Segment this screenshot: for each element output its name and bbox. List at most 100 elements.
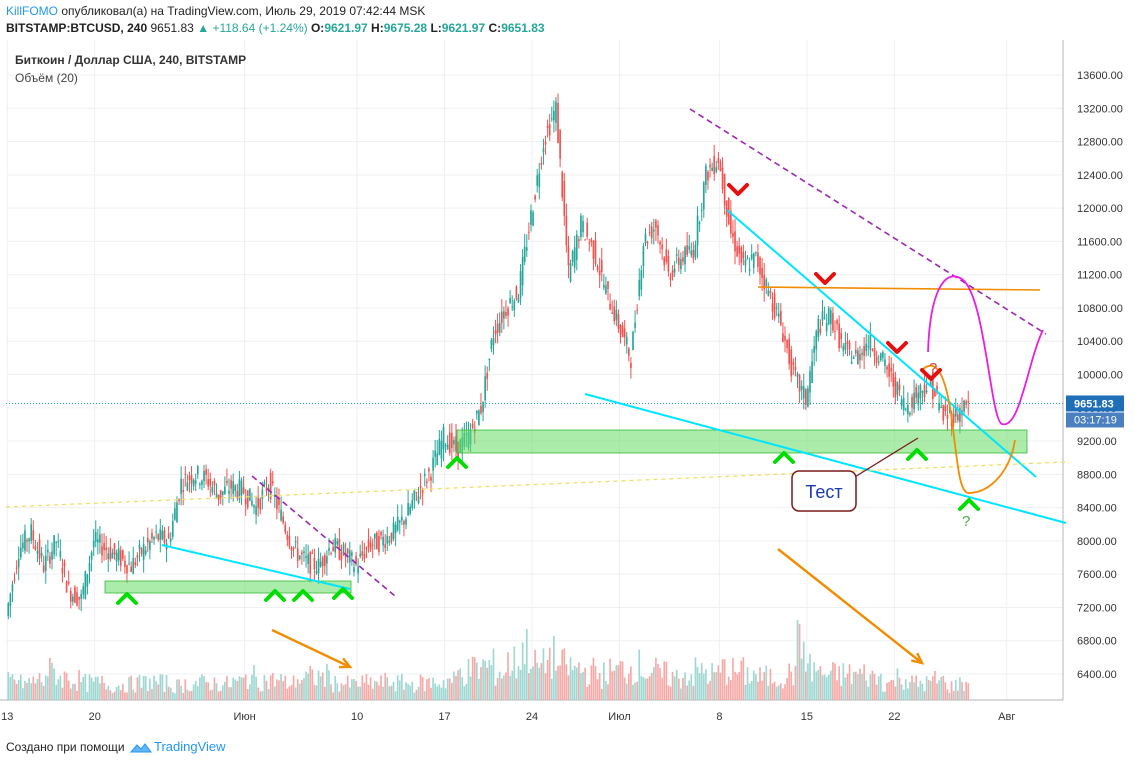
candle xyxy=(638,268,641,301)
candle xyxy=(190,465,193,493)
candle-body xyxy=(721,167,724,189)
volume-bar xyxy=(184,679,187,700)
trendline-cyan-3[interactable] xyxy=(726,209,1037,478)
candle-body xyxy=(207,479,210,487)
trendline-yellow[interactable] xyxy=(5,461,1067,508)
candle xyxy=(207,468,210,491)
candle xyxy=(661,237,663,260)
candle xyxy=(677,249,680,272)
candle xyxy=(217,494,220,506)
trendline-cyan-2[interactable] xyxy=(584,393,1067,524)
volume-bar xyxy=(846,673,849,700)
arrow-shaft xyxy=(777,548,923,664)
candle-body xyxy=(107,553,110,559)
trendline-cyan-1[interactable] xyxy=(161,544,351,590)
support-zone-mid[interactable] xyxy=(456,429,1028,454)
candle-body xyxy=(513,300,516,311)
candle xyxy=(730,200,732,239)
candle-body xyxy=(205,469,207,475)
author-link[interactable]: KillFOMO xyxy=(6,4,58,18)
candle xyxy=(409,503,412,516)
volume-bar xyxy=(686,685,688,700)
support-zone-low[interactable] xyxy=(104,580,352,594)
volume-bar xyxy=(909,682,911,700)
trendline-purple-2[interactable] xyxy=(689,108,1047,335)
trendline-purple-1[interactable] xyxy=(251,475,396,597)
price-chart[interactable]: Тест?? 6400.00 6800.00 7200.00 7600.00 8000.0… xyxy=(0,40,1137,730)
volume-bar xyxy=(294,687,297,700)
candle-body xyxy=(557,102,559,144)
candle-body xyxy=(153,537,155,540)
candle xyxy=(534,194,536,203)
candle xyxy=(663,255,666,271)
volume-bar xyxy=(823,674,826,700)
candle xyxy=(396,504,399,532)
candle xyxy=(515,285,518,301)
candle-body xyxy=(954,407,957,417)
candle xyxy=(348,541,351,576)
candle-body xyxy=(271,481,274,484)
candle xyxy=(315,560,318,575)
candle xyxy=(369,536,372,552)
volume-legend[interactable]: Объём (20) xyxy=(15,71,78,85)
volume-bar xyxy=(7,672,10,700)
candle xyxy=(365,546,368,559)
volume-bar xyxy=(488,660,491,700)
footer-brand[interactable]: TradingView xyxy=(153,739,226,754)
candle-body xyxy=(813,346,815,353)
volume-bar xyxy=(342,685,345,700)
price-tick-label: 12000.00 xyxy=(1077,203,1123,215)
candle-body xyxy=(736,246,738,257)
volume-bar xyxy=(405,682,407,700)
volume-bar xyxy=(734,671,736,700)
candle xyxy=(30,517,33,545)
question-mark-green: ? xyxy=(962,513,970,530)
candle xyxy=(682,250,684,266)
volume-bar xyxy=(355,680,357,700)
callout-box[interactable] xyxy=(791,470,857,512)
candle xyxy=(792,358,795,376)
candle xyxy=(199,482,201,490)
volume-bar xyxy=(134,692,137,700)
volume-bar xyxy=(411,681,414,700)
volume-bar xyxy=(544,673,547,700)
support-marker-icon xyxy=(332,587,354,600)
candle-body xyxy=(242,487,245,494)
candle xyxy=(811,348,813,384)
volume-bar xyxy=(844,677,847,700)
candle-body xyxy=(829,310,832,325)
volume-bar xyxy=(717,665,720,700)
resistance-line[interactable] xyxy=(757,286,1041,291)
volume-bar xyxy=(157,684,160,700)
volume-bar xyxy=(194,680,197,700)
volume-bar xyxy=(328,670,330,700)
volume-bar xyxy=(167,686,170,700)
candle-body xyxy=(642,246,645,266)
candle xyxy=(92,528,95,557)
volume-bar xyxy=(415,689,418,700)
candle xyxy=(373,533,376,550)
candle xyxy=(646,240,649,250)
volume-arrow-1[interactable] xyxy=(271,628,353,669)
candle xyxy=(675,247,678,264)
volume-bar xyxy=(615,665,618,700)
series-legend[interactable]: Биткоин / Доллар США, 240, BITSTAMP xyxy=(15,53,247,67)
candle xyxy=(82,582,85,600)
volume-bar xyxy=(288,686,291,700)
volume-bar xyxy=(898,677,901,700)
candle xyxy=(278,488,280,513)
candle xyxy=(915,383,918,404)
volume-bar xyxy=(307,673,309,700)
candle xyxy=(84,570,87,600)
candle-body xyxy=(224,486,226,494)
projection-magenta[interactable] xyxy=(927,275,1044,425)
candle-body xyxy=(213,480,216,486)
volume-bar xyxy=(746,667,749,700)
candle-body xyxy=(505,312,507,316)
volume-arrow-2[interactable] xyxy=(777,548,925,665)
candle xyxy=(707,170,709,190)
candle-body xyxy=(586,222,589,237)
volume-bar xyxy=(634,682,636,700)
volume-bar xyxy=(571,670,574,700)
volume-bar xyxy=(155,681,157,700)
